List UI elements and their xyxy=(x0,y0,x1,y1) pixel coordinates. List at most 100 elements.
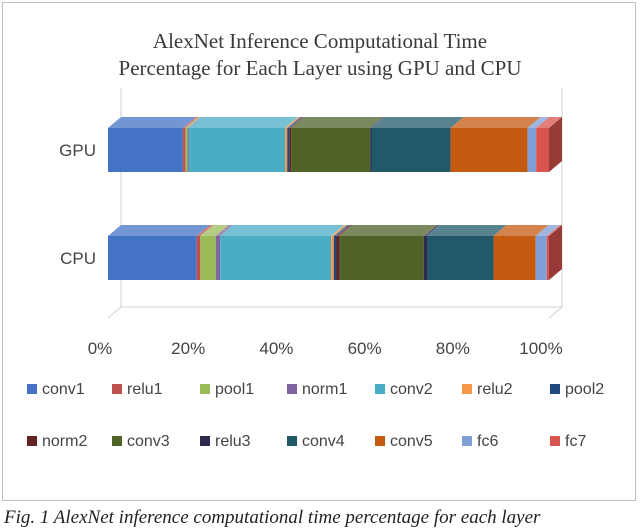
bar-front-face xyxy=(289,128,292,172)
bar-front-face xyxy=(108,128,183,172)
category-label-gpu: GPU xyxy=(59,141,96,160)
bar-cpu-relu2 xyxy=(331,225,347,280)
bar-gpu-pool1 xyxy=(185,117,201,172)
bar-top-face xyxy=(371,117,464,128)
x-tick-label: 0% xyxy=(88,339,113,358)
legend-label: fc6 xyxy=(477,433,498,450)
bar-top-face xyxy=(108,225,210,236)
x-tick-label: 60% xyxy=(348,339,382,358)
bar-top-face xyxy=(339,225,437,236)
bar-front-face xyxy=(220,236,332,280)
bar-gpu-conv1 xyxy=(108,117,196,172)
bar-top-face xyxy=(450,117,541,128)
figure-caption: Fig. 1 AlexNet inference computational t… xyxy=(4,507,541,528)
bar-front-face xyxy=(215,236,221,280)
legend-label: pool1 xyxy=(215,381,254,398)
bar-cpu-fc6 xyxy=(535,225,560,280)
bar-front-face xyxy=(536,128,549,172)
bar-top-face xyxy=(423,225,440,236)
bar-top-face xyxy=(336,225,353,236)
bar-top-face xyxy=(287,117,303,128)
legend-swatch xyxy=(550,436,560,446)
legend-label: conv4 xyxy=(302,433,345,450)
floor-back-edge xyxy=(107,306,562,319)
category-label-cpu: CPU xyxy=(60,249,96,268)
bar-gpu-norm2 xyxy=(289,117,305,172)
bar-top-face xyxy=(291,117,384,128)
bar-cpu-conv5 xyxy=(493,225,549,280)
bar-top-face xyxy=(285,117,301,128)
bar-top-face xyxy=(185,117,201,128)
bar-front-face xyxy=(426,236,494,280)
legend-label: conv5 xyxy=(390,433,433,450)
bar-top-face xyxy=(493,225,549,236)
legend-label: fc7 xyxy=(565,433,586,450)
bar-front-face xyxy=(285,128,288,172)
legend-item-conv5: conv5 xyxy=(375,433,433,450)
bar-gpu-conv5 xyxy=(450,117,541,172)
bar-gpu-fc6 xyxy=(527,117,550,172)
bar-gpu-pool2 xyxy=(287,117,303,172)
bar-front-face xyxy=(527,128,537,172)
legend-item-relu1: relu1 xyxy=(112,381,163,398)
bar-top-face xyxy=(188,117,299,128)
bar-cpu-norm1 xyxy=(215,225,234,280)
bar-front-face xyxy=(333,236,337,280)
bar-front-face xyxy=(546,236,549,280)
bar-gpu-relu2 xyxy=(285,117,301,172)
bar-top-face xyxy=(535,225,560,236)
x-tick-label: 20% xyxy=(171,339,205,358)
legend-swatch xyxy=(287,436,297,446)
legend-swatch xyxy=(200,436,210,446)
bar-front-face xyxy=(371,128,451,172)
bar-cpu-conv3 xyxy=(339,225,437,280)
bar-front-face xyxy=(535,236,547,280)
bar-front-face xyxy=(336,236,340,280)
legend-label: norm1 xyxy=(302,381,347,398)
legend-swatch xyxy=(112,384,122,394)
legend-item-conv1: conv1 xyxy=(27,381,85,398)
chart-title: AlexNet Inference Computational Time Perc… xyxy=(0,28,640,82)
legend-label: conv1 xyxy=(42,381,85,398)
legend-item-conv2: conv2 xyxy=(375,381,433,398)
bar-front-face xyxy=(200,236,216,280)
bar-top-face xyxy=(220,225,345,236)
bar-front-face xyxy=(182,128,186,172)
legend-swatch xyxy=(27,384,37,394)
bar-front-face xyxy=(450,128,528,172)
legend-label: conv3 xyxy=(127,433,170,450)
bar-cpu-relu1 xyxy=(196,225,214,280)
bar-side-face xyxy=(549,117,562,172)
bar-top-face xyxy=(333,225,350,236)
x-tick-label: 80% xyxy=(436,339,470,358)
bar-side-face xyxy=(549,225,562,280)
bar-top-face xyxy=(108,117,196,128)
bar-top-face xyxy=(182,117,199,128)
legend-swatch xyxy=(462,436,472,446)
bar-cpu-pool1 xyxy=(200,225,229,280)
legend-swatch xyxy=(200,384,210,394)
legend-item-pool1: pool1 xyxy=(200,381,254,398)
legend-label: pool2 xyxy=(565,381,604,398)
bar-front-face xyxy=(187,128,189,172)
bar-front-face xyxy=(287,128,290,172)
bar-front-face xyxy=(188,128,286,172)
chart-title-line: AlexNet Inference Computational Time xyxy=(152,29,488,53)
bar-cpu-conv2 xyxy=(220,225,345,280)
bar-front-face xyxy=(108,236,197,280)
legend-item-fc7: fc7 xyxy=(550,433,586,450)
bar-top-face xyxy=(536,117,562,128)
legend-swatch xyxy=(27,436,37,446)
floor-right-edge xyxy=(548,306,563,319)
bar-gpu-conv4 xyxy=(371,117,464,172)
legend-label: norm2 xyxy=(42,433,87,450)
legend-swatch xyxy=(287,384,297,394)
bar-top-face xyxy=(196,225,214,236)
bar-front-face xyxy=(185,128,188,172)
legend-label: relu3 xyxy=(215,433,251,450)
bar-cpu-conv4 xyxy=(426,225,507,280)
bar-gpu-conv3 xyxy=(291,117,384,172)
bar-top-face xyxy=(187,117,202,128)
bar-top-face xyxy=(289,117,305,128)
